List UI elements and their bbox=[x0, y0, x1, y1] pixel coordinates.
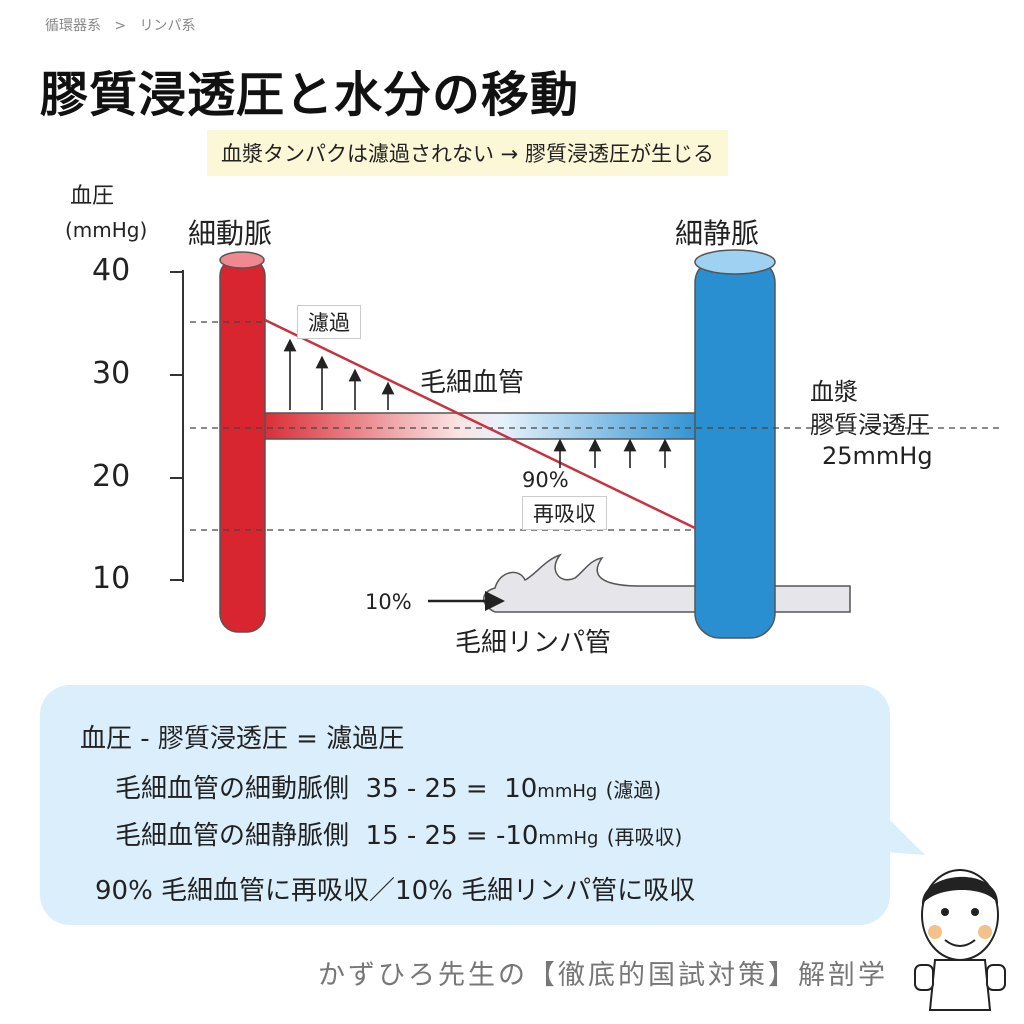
oncotic-value: 25mmHg bbox=[822, 442, 933, 470]
axis-unit: (mmHg) bbox=[65, 218, 148, 242]
axis-label: 血圧 bbox=[70, 184, 115, 209]
lymph-percent: 10% bbox=[365, 590, 412, 614]
oncotic-label: 膠質浸透圧 bbox=[810, 411, 930, 439]
tick-label: 30 bbox=[92, 356, 131, 391]
footer-credit: かずひろ先生の【徹底的国試対策】解剖学 bbox=[318, 960, 888, 991]
breadcrumb-parent[interactable]: 循環器系 bbox=[45, 18, 101, 34]
tick-label: 10 bbox=[92, 561, 131, 596]
arteriole-label: 細動脈 bbox=[188, 217, 273, 250]
venule-label: 細静脈 bbox=[675, 217, 760, 250]
formula-header: 血圧 - 膠質浸透圧 = 濾過圧 bbox=[80, 724, 405, 754]
diagram bbox=[170, 249, 1000, 639]
plasma-label: 血漿 bbox=[810, 378, 858, 406]
breadcrumb-separator: > bbox=[114, 18, 127, 34]
capillary bbox=[254, 412, 706, 440]
arteriole-tube bbox=[219, 251, 266, 633]
y-axis bbox=[170, 270, 184, 582]
note-banner: 血漿タンパクは濾過されない → 膠質浸透圧が生じる bbox=[207, 130, 728, 176]
pressure-line bbox=[264, 318, 696, 530]
filtration-arrows bbox=[283, 338, 395, 410]
breadcrumb: 循環器系 > リンパ系 bbox=[45, 15, 195, 35]
reference-lines bbox=[190, 321, 1000, 531]
page-title: 膠質浸透圧と水分の移動 bbox=[40, 67, 580, 123]
reabsorb-percent: 90% bbox=[522, 468, 569, 492]
capillary-label: 毛細血管 bbox=[420, 368, 525, 398]
reabsorb-label: 再吸収 bbox=[522, 496, 607, 530]
venule-tube bbox=[694, 249, 776, 639]
tick-label: 40 bbox=[92, 253, 131, 288]
breadcrumb-current: リンパ系 bbox=[139, 18, 196, 34]
formula-row: 毛細血管の細静脈側 15 - 25 = -10mmHg (再吸収) bbox=[115, 821, 683, 851]
lymph-label: 毛細リンパ管 bbox=[455, 628, 612, 658]
lymph-vessel bbox=[483, 553, 851, 613]
formula-row: 毛細血管の細動脈側 35 - 25 = 10mmHg (濾過) bbox=[115, 774, 662, 804]
formula-summary: 90% 毛細血管に再吸収／10% 毛細リンパ管に吸収 bbox=[95, 876, 696, 906]
tick-label: 20 bbox=[92, 459, 131, 494]
bubble-tail bbox=[860, 790, 925, 855]
reabsorption-arrows bbox=[553, 438, 672, 468]
teacher-avatar-icon bbox=[914, 869, 1006, 1011]
filtration-label: 濾過 bbox=[297, 305, 361, 339]
speech-bubble bbox=[40, 685, 890, 925]
